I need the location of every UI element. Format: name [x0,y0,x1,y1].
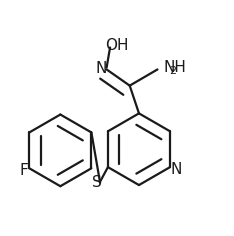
Text: OH: OH [105,38,128,53]
Text: N: N [96,61,107,76]
Text: N: N [170,162,182,177]
Text: 2: 2 [170,66,177,76]
Text: F: F [20,163,29,178]
Text: NH: NH [163,60,186,75]
Text: S: S [92,175,102,190]
